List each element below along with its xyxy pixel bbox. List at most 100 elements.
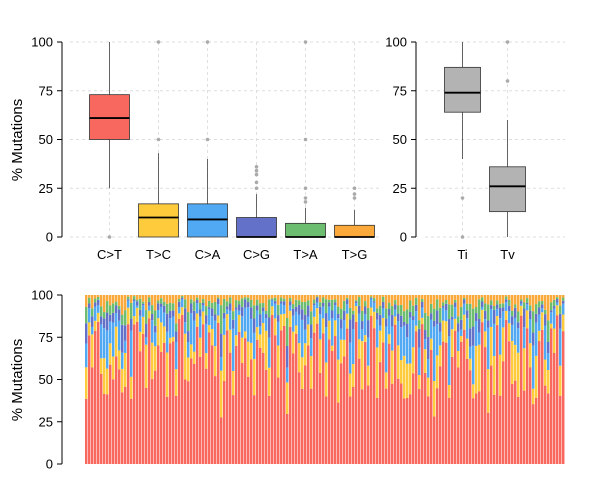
bar-segment-t-to-a — [535, 304, 538, 314]
bar-segment-t-to-g — [385, 295, 388, 309]
bar-segment-t-to-g — [130, 295, 133, 303]
bar-segment-c-to-a — [85, 343, 88, 368]
bar-segment-c-to-g — [541, 304, 544, 309]
bar-segment-t-to-a — [139, 298, 142, 310]
bar-segment-t-to-c — [532, 388, 535, 405]
bar-segment-c-to-g — [520, 301, 523, 304]
bar-segment-t-to-c — [505, 310, 508, 320]
bar-segment-c-to-a — [499, 318, 502, 355]
bar-segment-t-to-c — [514, 344, 517, 381]
bar-segment-c-to-t — [208, 332, 211, 464]
bar-segment-c-to-g — [253, 318, 256, 333]
bar-segment-c-to-g — [364, 306, 367, 315]
bar-segment-c-to-g — [226, 306, 229, 310]
bar-segment-c-to-g — [319, 306, 322, 315]
x-tick-label-c-to-g: C>G — [243, 247, 270, 262]
bar-segment-c-to-a — [511, 324, 514, 341]
bar-segment-c-to-g — [400, 315, 403, 328]
bar-segment-t-to-c — [325, 362, 328, 397]
bar-segment-c-to-g — [349, 319, 352, 343]
bar-segment-t-to-g — [169, 295, 172, 303]
bar-segment-c-to-a — [451, 319, 454, 330]
bar-segment-t-to-g — [127, 295, 130, 297]
bar-segment-c-to-g — [430, 313, 433, 320]
bar-segment-c-to-g — [328, 302, 331, 307]
bar-segment-c-to-t — [532, 404, 535, 464]
bar-segment-t-to-g — [520, 295, 523, 300]
bar-segment-c-to-g — [283, 301, 286, 305]
bar-segment-t-to-c — [103, 358, 106, 394]
bar-segment-c-to-g — [346, 299, 349, 305]
bar-segment-t-to-c — [385, 372, 388, 389]
bar-segment-t-to-g — [88, 295, 91, 298]
bar-segment-t-to-g — [160, 295, 163, 299]
bar-segment-t-to-c — [544, 359, 547, 386]
bar-segment-t-to-a — [541, 301, 544, 305]
bar-segment-t-to-c — [178, 313, 181, 320]
bar-segment-t-to-c — [232, 370, 235, 396]
bar-segment-t-to-a — [280, 297, 283, 302]
y-tick-label: 50 — [39, 132, 53, 147]
bar-segment-t-to-g — [190, 295, 193, 300]
bar-segment-t-to-a — [178, 299, 181, 302]
bar-segment-c-to-t — [361, 389, 364, 464]
bar-segment-c-to-g — [436, 310, 439, 325]
bar-segment-t-to-a — [142, 301, 145, 304]
bar-segment-t-to-g — [145, 295, 148, 311]
bar-segment-t-to-a — [466, 303, 469, 311]
bar-segment-c-to-a — [127, 300, 130, 308]
bar-segment-c-to-g — [508, 305, 511, 311]
bar-segment-t-to-c — [535, 355, 538, 398]
bar-segment-c-to-g — [358, 305, 361, 314]
bar-segment-t-to-a — [373, 298, 376, 302]
bar-segment-t-to-a — [229, 297, 232, 304]
bar-segment-t-to-a — [154, 310, 157, 326]
bar-segment-c-to-a — [106, 330, 109, 369]
bar-segment-c-to-g — [415, 304, 418, 312]
bar-segment-t-to-c — [430, 338, 433, 350]
bar-segment-t-to-g — [166, 295, 169, 304]
bar-segment-c-to-a — [100, 324, 103, 359]
bar-segment-t-to-a — [295, 299, 298, 307]
bar-segment-c-to-t — [436, 388, 439, 464]
bar-segment-t-to-g — [556, 295, 559, 298]
bar-segment-t-to-g — [184, 295, 187, 300]
bar-segment-c-to-t — [118, 369, 121, 464]
bar-segment-c-to-t — [346, 328, 349, 464]
bar-segment-c-to-a — [115, 313, 118, 327]
bar-segment-c-to-t — [412, 373, 415, 464]
bar-segment-t-to-c — [562, 314, 565, 332]
bar-segment-t-to-a — [325, 299, 328, 314]
bar-segment-t-to-c — [475, 346, 478, 394]
bar-segment-t-to-c — [142, 316, 145, 334]
outlier-point-t-to-a — [303, 40, 308, 44]
bar-segment-c-to-t — [250, 359, 253, 464]
bar-segment-t-to-c — [523, 348, 526, 391]
bar-segment-t-to-a — [265, 310, 268, 315]
bar-segment-c-to-t — [493, 394, 496, 464]
bar-segment-c-to-g — [334, 302, 337, 306]
bar-segment-c-to-t — [556, 315, 559, 464]
bar-segment-t-to-a — [388, 302, 391, 310]
bar-segment-t-to-a — [274, 297, 277, 302]
bar-segment-c-to-t — [523, 390, 526, 464]
bar-segment-t-to-g — [226, 295, 229, 302]
bar-segment-t-to-a — [361, 310, 364, 322]
bar-segment-c-to-a — [493, 323, 496, 356]
bar-segment-c-to-g — [331, 310, 334, 319]
bar-segment-c-to-t — [145, 387, 148, 464]
bar-segment-c-to-g — [454, 302, 457, 308]
bar-segment-t-to-a — [253, 305, 256, 319]
bar-segment-t-to-a — [214, 302, 217, 315]
bar-segment-c-to-t — [517, 396, 520, 464]
bar-segment-t-to-a — [136, 299, 139, 302]
bar-segment-c-to-g — [178, 301, 181, 308]
bar-segment-t-to-c — [118, 350, 121, 370]
bar-segment-c-to-a — [283, 304, 286, 314]
bar-segment-c-to-a — [220, 356, 223, 371]
bar-segment-t-to-a — [118, 305, 121, 310]
bar-segment-t-to-g — [508, 295, 511, 300]
bar-segment-t-to-c — [169, 337, 172, 344]
bar-segment-c-to-t — [475, 393, 478, 464]
bar-segment-c-to-a — [559, 328, 562, 366]
